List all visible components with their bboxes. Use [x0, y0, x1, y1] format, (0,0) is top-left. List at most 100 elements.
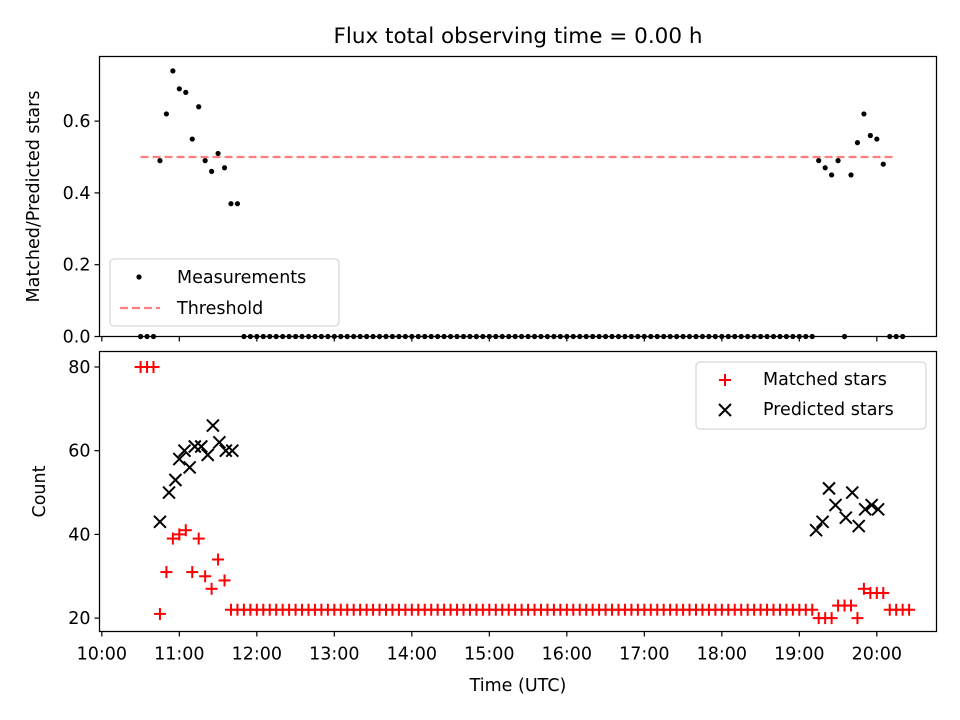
y-tick-label: 60: [68, 442, 90, 462]
legend-predicted-label: Predicted stars: [763, 400, 894, 420]
bottom-panel: 20 40 60 80 Count Matched stars Predicted s…: [30, 350, 938, 633]
predicted-star-point: [828, 498, 843, 512]
legend-matched-marker: [719, 374, 731, 386]
x-axis-label: Time (UTC): [469, 676, 567, 696]
predicted-star-point: [201, 448, 215, 462]
predicted-star-point: [162, 485, 176, 500]
predicted-star-point: [188, 439, 202, 454]
measurement-point: [170, 68, 176, 74]
predicted-star-point: [839, 510, 853, 525]
predicted-star-point: [177, 443, 192, 458]
measurement-point: [822, 165, 828, 171]
top-panel-ticks: 0.0 0.2 0.4 0.6: [63, 112, 100, 348]
measurement-point: [848, 172, 854, 178]
matched-star-point: [173, 528, 186, 541]
matched-star-point: [851, 612, 864, 625]
measurement-point: [176, 86, 182, 92]
measurement-point: [183, 89, 189, 95]
measurement-point: [163, 111, 170, 117]
matched-star-point: [857, 582, 870, 595]
bottom-legend-box: [695, 361, 927, 430]
predicted-star-point: [182, 460, 197, 475]
measurement-point: [867, 132, 873, 139]
top-y-axis-label: Matched/Predicted stars: [24, 91, 44, 303]
x-tick-label: 13:00: [309, 645, 359, 665]
measurement-point: [221, 165, 228, 171]
x-tick-label: 14:00: [387, 645, 437, 665]
x-tick-label: 17:00: [619, 645, 669, 665]
matched-star-point: [192, 532, 205, 545]
x-tick-label: 16:00: [542, 645, 592, 665]
predicted-star-point: [194, 439, 208, 454]
measurement-point: [196, 104, 202, 110]
predicted-star-point: [168, 473, 183, 487]
x-tick-label: 20:00: [852, 645, 902, 665]
predicted-star-point: [871, 502, 885, 516]
measurement-point: [816, 158, 822, 164]
measurement-point: [209, 168, 215, 174]
top-panel-frame: [98, 55, 938, 338]
matched-star-point: [205, 582, 218, 595]
measurement-point: [880, 161, 886, 167]
matched-star-point: [160, 566, 173, 579]
x-tick-label: 11:00: [154, 645, 204, 665]
count-points: [134, 360, 916, 625]
measurement-point: [157, 158, 163, 164]
chart-title: Flux total observing time = 0.00 h: [334, 24, 703, 49]
measurement-point: [189, 136, 195, 142]
y-tick-label: 40: [68, 525, 90, 545]
legend-threshold-label: Threshold: [176, 299, 263, 319]
matched-star-point: [166, 532, 179, 545]
matched-star-point: [877, 586, 890, 599]
legend-measurements-marker: [136, 274, 142, 280]
x-tick-label: 15:00: [464, 645, 514, 665]
measurement-point: [854, 140, 861, 146]
measurement-point: [861, 111, 867, 117]
x-tick-label: 19:00: [774, 645, 824, 665]
measurement-point: [234, 201, 241, 207]
measurement-point: [874, 136, 880, 142]
matched-star-point: [147, 360, 160, 373]
predicted-star-point: [172, 452, 187, 466]
predicted-star-point: [815, 515, 830, 529]
legend-matched-label: Matched stars: [763, 370, 887, 390]
matched-star-point: [186, 566, 199, 579]
top-legend-box: [109, 258, 340, 327]
bottom-legend: Matched stars Predicted stars: [695, 361, 927, 430]
bottom-panel-ticks: 20 40 60 80: [68, 358, 100, 629]
predicted-star-point: [153, 515, 167, 529]
y-tick-label: 20: [68, 609, 90, 629]
predicted-star-point: [206, 418, 220, 433]
y-tick-label: 80: [68, 358, 90, 378]
predicted-star-point: [864, 498, 879, 512]
matched-star-point: [212, 553, 225, 566]
predicted-star-point: [809, 523, 823, 537]
matched-star-point: [806, 603, 819, 616]
predicted-star-point: [845, 485, 859, 500]
measurement-point: [215, 150, 221, 157]
predicted-star-point: [858, 502, 872, 516]
top-panel: 0.0 0.2 0.4 0.6 Matched/Predicted stars Mea…: [24, 55, 938, 348]
predicted-star-point: [225, 443, 239, 458]
x-tick-label: 18:00: [697, 645, 747, 665]
measurement-point: [202, 158, 208, 164]
predicted-star-point: [852, 519, 866, 533]
predicted-star-point: [822, 481, 836, 496]
legend-predicted-marker: [718, 403, 732, 417]
bottom-y-axis-label: Count: [30, 465, 50, 517]
matched-star-point: [903, 603, 916, 616]
y-tick-label: 0.4: [63, 184, 91, 204]
matched-star-point: [844, 599, 857, 612]
matched-star-point: [179, 524, 192, 537]
matched-star-point: [218, 574, 231, 587]
top-legend: Measurements Threshold: [109, 258, 340, 327]
bottom-panel-frame: [98, 350, 938, 633]
legend-measurements-label: Measurements: [177, 268, 306, 288]
measurement-point: [228, 201, 234, 207]
matched-star-point: [153, 607, 166, 620]
matched-star-point: [199, 570, 212, 583]
y-tick-label: 0.6: [63, 112, 91, 132]
measurement-point: [829, 172, 835, 178]
